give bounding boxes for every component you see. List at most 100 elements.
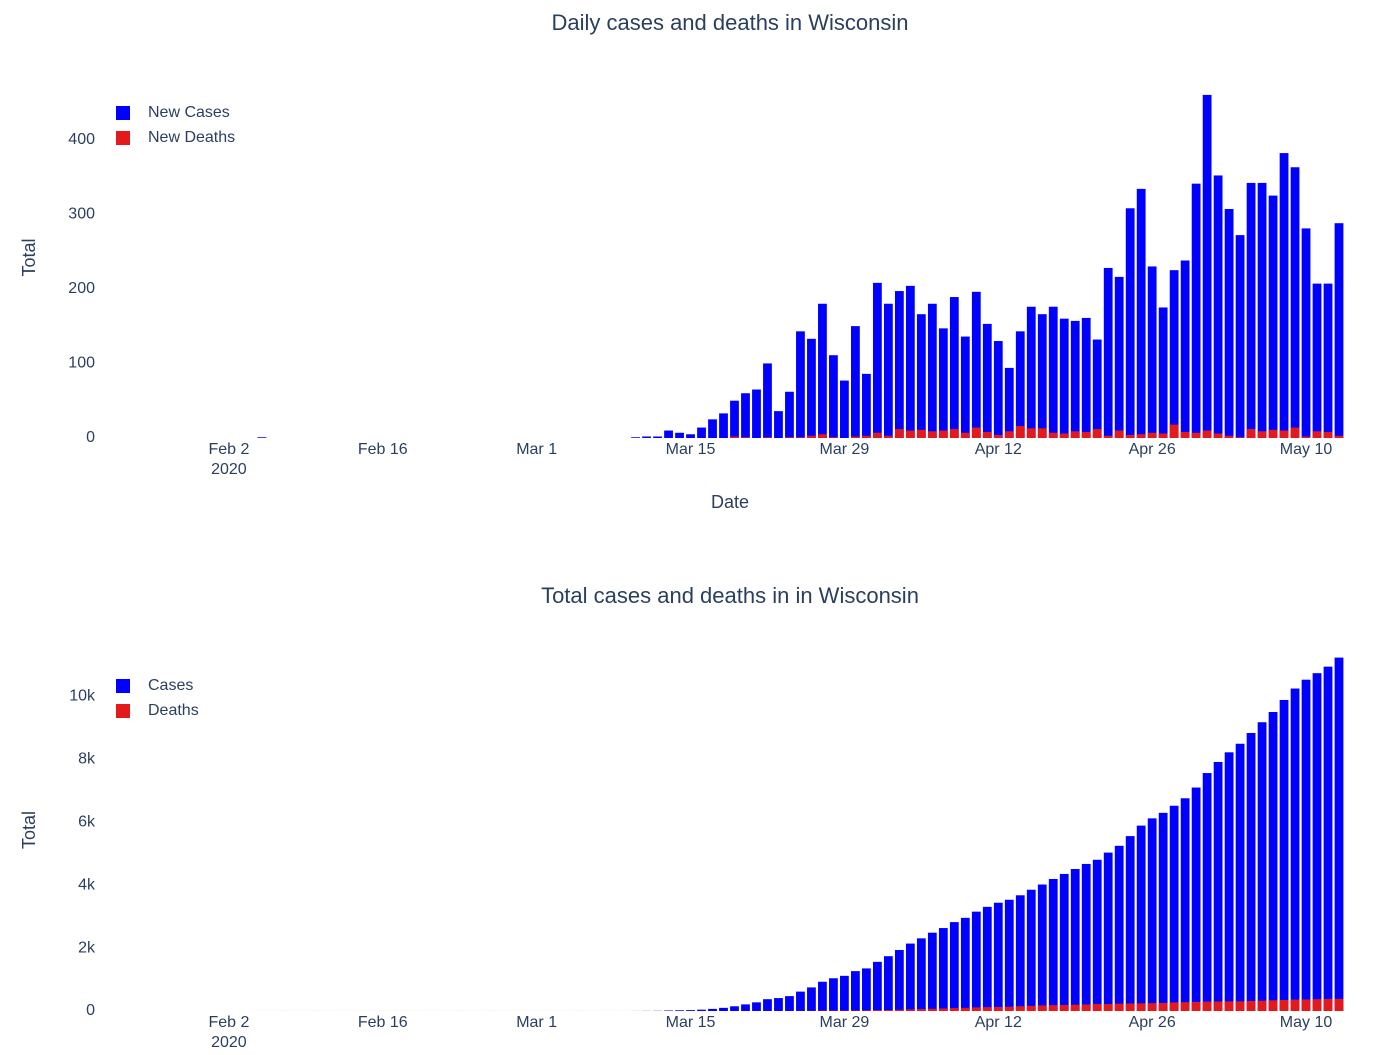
bar — [1059, 873, 1069, 1011]
bar — [1268, 195, 1278, 438]
bar — [861, 968, 871, 1011]
bar — [763, 999, 772, 1011]
bar — [1004, 1006, 1014, 1011]
x-tick-label: Mar 29 — [820, 1014, 870, 1031]
bar — [1015, 331, 1025, 438]
bar — [1125, 1003, 1135, 1011]
y-tick-label: 0 — [86, 1002, 95, 1019]
bar — [774, 411, 783, 438]
bar — [1147, 432, 1157, 438]
bar — [1004, 899, 1014, 1011]
bar — [1048, 306, 1058, 438]
bar — [1312, 431, 1322, 438]
legend-swatch — [116, 679, 130, 693]
x-tick-label: Mar 15 — [666, 441, 716, 458]
y-tick-label: 2k — [78, 939, 96, 956]
bar — [1158, 1002, 1168, 1011]
bar — [1037, 884, 1047, 1011]
bar — [1323, 998, 1333, 1011]
x-tick-label: Apr 26 — [1129, 1014, 1176, 1031]
y-axis-title: Total — [19, 238, 39, 276]
bar — [1147, 266, 1157, 438]
bar — [686, 434, 695, 438]
bar — [1004, 367, 1014, 438]
bar — [1114, 276, 1124, 438]
bar — [1169, 270, 1179, 438]
bar — [851, 436, 860, 438]
bar — [1015, 895, 1025, 1011]
bar — [1136, 825, 1146, 1011]
bar — [883, 435, 893, 438]
bar — [1235, 1001, 1245, 1011]
bar — [1081, 1004, 1091, 1011]
x-tick-label: May 10 — [1280, 1014, 1333, 1031]
bar — [1213, 433, 1223, 438]
bar — [675, 432, 684, 438]
bar — [829, 437, 838, 438]
bar — [851, 326, 860, 438]
bar — [818, 434, 827, 438]
legend-swatch — [116, 106, 130, 120]
bar — [796, 991, 805, 1011]
bar — [938, 928, 948, 1011]
bar — [730, 436, 739, 438]
bar — [1301, 679, 1311, 1011]
bar — [1202, 1001, 1212, 1011]
bar — [1092, 339, 1102, 438]
x-tick-label: Feb 16 — [358, 1014, 408, 1031]
x-tick-label: Feb 2 — [208, 441, 249, 458]
bar — [1136, 188, 1146, 438]
legend-swatch — [116, 131, 130, 145]
bar — [894, 1009, 904, 1011]
bar — [1290, 999, 1300, 1011]
bar — [1213, 175, 1223, 439]
x-tick-label: Mar 15 — [666, 1014, 716, 1031]
bar — [1191, 787, 1201, 1011]
bar — [938, 1008, 948, 1011]
bar — [960, 432, 970, 438]
bar — [708, 1008, 717, 1011]
bar — [1015, 1006, 1025, 1011]
bar — [1268, 1000, 1278, 1011]
bar — [1290, 167, 1300, 438]
bar — [1092, 859, 1102, 1011]
bar — [675, 1010, 684, 1011]
bar — [1158, 812, 1168, 1011]
bar — [1246, 732, 1256, 1011]
bar — [1257, 722, 1267, 1011]
bar — [982, 906, 992, 1011]
bar — [1290, 427, 1300, 438]
bar — [730, 1006, 739, 1011]
bar — [1334, 998, 1344, 1011]
bar — [1114, 845, 1124, 1011]
bar — [1026, 428, 1036, 438]
y-axis-title: Total — [19, 811, 39, 849]
x-tick-label: Feb 2 — [208, 1014, 249, 1031]
bar — [1125, 836, 1135, 1011]
bar — [960, 917, 970, 1011]
bar — [763, 363, 772, 438]
bar — [1180, 260, 1190, 438]
x-tick-label: Apr 26 — [1129, 441, 1176, 458]
x-tick-label: Mar 1 — [516, 441, 557, 458]
bar — [1334, 435, 1344, 438]
bar — [741, 437, 750, 438]
bar — [1125, 208, 1135, 438]
bar — [971, 291, 981, 438]
bar — [993, 341, 1003, 438]
bar — [1037, 314, 1047, 438]
bar — [1235, 437, 1245, 438]
bar — [1301, 228, 1311, 438]
bar — [1037, 428, 1047, 438]
bar — [1279, 999, 1289, 1011]
bar — [1092, 1004, 1102, 1011]
x-tick-label: Mar 29 — [820, 441, 870, 458]
bar — [697, 427, 706, 438]
bar — [1268, 711, 1278, 1011]
y-tick-label: 0 — [86, 429, 95, 446]
bar — [1103, 267, 1113, 438]
bar — [1158, 307, 1168, 438]
x-tick-label: May 10 — [1280, 441, 1333, 458]
bar — [949, 1008, 959, 1011]
bar — [894, 949, 904, 1011]
